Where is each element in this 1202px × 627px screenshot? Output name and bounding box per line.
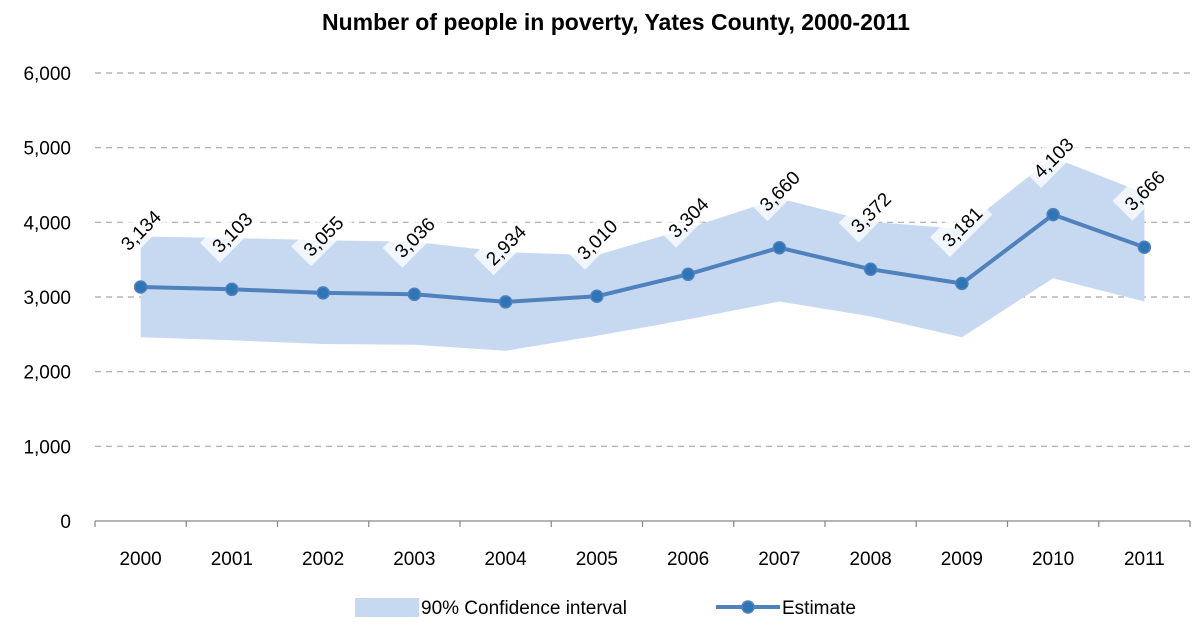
x-tick-label: 2003 (393, 549, 435, 570)
data-label-group: 3,010 (565, 207, 628, 270)
data-label-background (200, 200, 263, 263)
axes: 0 1,000 2,000 3,000 4,000 5,000 6,000 2000 2001 2… (23, 64, 1191, 570)
estimate-line-layer (133, 207, 1152, 309)
legend-swatch-estimate-marker (741, 600, 755, 614)
data-label-background (747, 158, 810, 222)
estimate-point (681, 267, 695, 282)
estimate-point (1137, 240, 1152, 255)
data-label-background (473, 213, 537, 276)
estimate-point (590, 289, 604, 304)
x-tick-label: 2011 (1124, 549, 1165, 570)
y-tick-label: 3,000 (23, 288, 71, 309)
legend-label-estimate: Estimate (782, 598, 856, 619)
x-tick-label: 2001 (211, 549, 253, 570)
data-label-background (656, 185, 719, 248)
data-label-background (930, 194, 993, 257)
y-tick-label: 1,000 (23, 437, 71, 458)
estimate-point (316, 286, 330, 300)
x-tick-label: 2010 (1032, 549, 1074, 570)
data-label-background (108, 198, 172, 261)
estimate-line (140, 212, 1146, 304)
x-tick-label: 2004 (484, 549, 527, 570)
x-tick-label: 2000 (119, 549, 161, 570)
estimate-point (498, 295, 513, 309)
data-label-background (838, 180, 902, 243)
confidence-band (140, 157, 1145, 351)
estimate-point (225, 282, 239, 297)
estimate-point (863, 262, 878, 276)
data-label-background (291, 204, 354, 267)
data-labels: 3,134 3,103 3,055 3,036 2,934 3,010 3,3043,660… (108, 125, 1175, 276)
estimate-point (772, 240, 787, 255)
legend-label-confidence-interval: 90% Confidence interval (421, 598, 627, 619)
legend-swatch-confidence-interval (355, 598, 419, 617)
y-tick-label: 4,000 (23, 213, 71, 234)
data-label-background (1112, 158, 1175, 221)
x-tick-label: 2009 (941, 549, 983, 570)
y-tick-label: 5,000 (23, 139, 71, 160)
x-tick-label: 2007 (758, 549, 800, 570)
data-label-background (1021, 125, 1084, 189)
legend: 90% Confidence interval Estimate (355, 598, 856, 619)
estimate-point (133, 280, 148, 294)
data-label-background (565, 207, 628, 270)
confidence-band-layer (140, 157, 1145, 351)
y-tick-label: 0 (60, 512, 71, 533)
chart-title: Number of people in poverty, Yates Count… (322, 9, 910, 35)
x-tick-label: 2002 (302, 549, 344, 570)
x-tick-label: 2008 (849, 549, 891, 570)
y-tick-label: 2,000 (23, 363, 71, 384)
estimate-point (1046, 207, 1060, 222)
data-label-background (382, 205, 445, 268)
x-tick-label: 2005 (576, 549, 618, 570)
x-tick-label: 2006 (667, 549, 709, 570)
estimate-point (407, 287, 422, 302)
estimate-point (955, 276, 969, 291)
y-tick-label: 6,000 (23, 64, 71, 85)
